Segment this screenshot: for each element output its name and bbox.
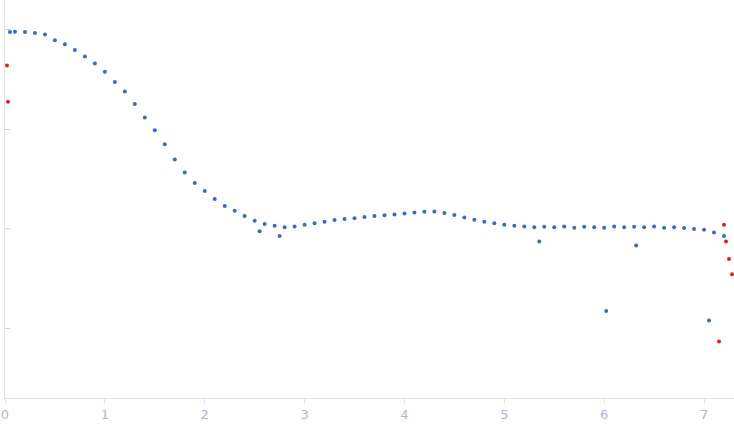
svg-text:5: 5: [500, 407, 508, 422]
svg-text:4: 4: [400, 407, 408, 422]
svg-text:2: 2: [201, 407, 209, 422]
svg-text:0: 0: [1, 407, 9, 422]
svg-text:3: 3: [300, 407, 308, 422]
svg-text:1: 1: [101, 407, 109, 422]
svg-text:6: 6: [600, 407, 608, 422]
svg-text:7: 7: [700, 407, 708, 422]
